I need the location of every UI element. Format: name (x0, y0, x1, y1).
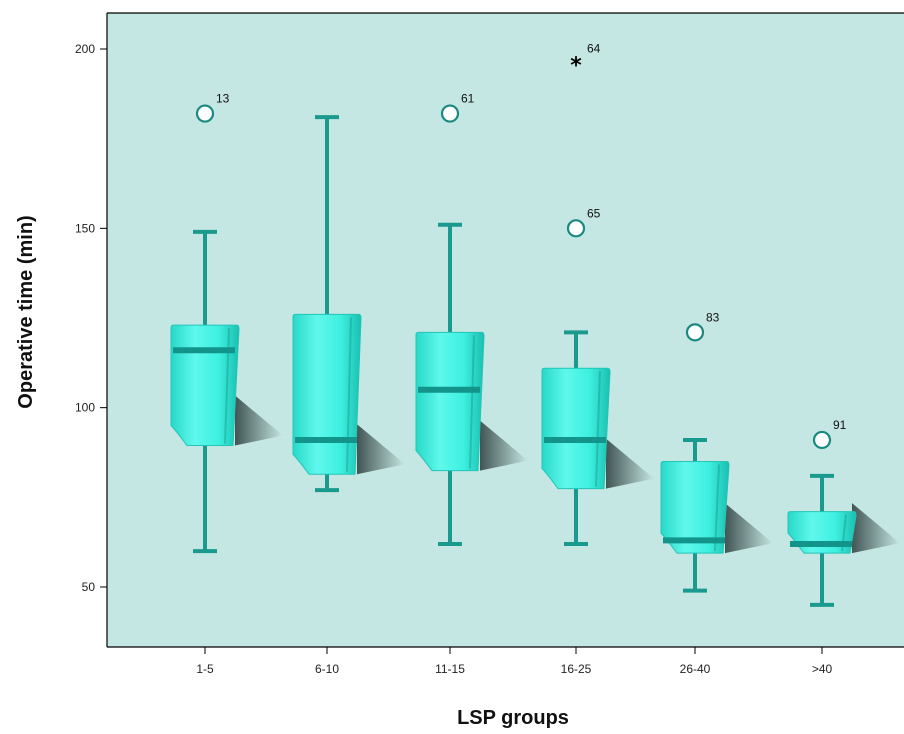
outlier-91: 91 (812, 418, 847, 450)
box->40 (787, 473, 900, 608)
plot-area (107, 13, 904, 647)
x-axis-ticks: 1-5 6-10 11-15 16-25 26-40 >40 (196, 647, 833, 676)
outlier-label: 65 (587, 206, 601, 220)
outlier-61: 61 (440, 92, 475, 123)
box-edge (595, 371, 601, 487)
box-edge (469, 335, 475, 469)
x-tick-label: 11-15 (435, 662, 465, 676)
box-body (170, 324, 240, 447)
x-tick-label: 6-10 (315, 662, 339, 676)
box-shadow (852, 503, 900, 554)
outlier-circle-marker (440, 104, 460, 123)
box-body (541, 367, 611, 490)
outlier-label: 64 (587, 41, 601, 55)
outlier-circle-marker (812, 430, 832, 450)
outlier-label: 91 (833, 418, 847, 432)
box-shadow (235, 395, 283, 446)
outlier-label: 13 (216, 92, 230, 106)
y-axis-title: Operative time (min) (15, 215, 37, 408)
box-shadow (480, 420, 528, 471)
outlier-label: 61 (461, 92, 475, 106)
box-shadow (357, 424, 405, 475)
y-axis-ticks: 50 100 150 200 (75, 42, 107, 594)
box-body (415, 331, 485, 472)
outlier-13: 13 (195, 92, 230, 123)
x-axis-title: LSP groups (457, 707, 569, 729)
box-body (292, 313, 362, 475)
box-shadow (725, 503, 773, 554)
x-tick-label: >40 (812, 662, 833, 676)
box-edge (714, 464, 720, 552)
outlier-circle-marker (685, 323, 705, 342)
outlier-65: 65 (566, 206, 601, 238)
y-tick-label: 50 (82, 580, 96, 594)
box-16-25 (541, 330, 654, 547)
box-26-40 (660, 437, 773, 594)
x-tick-label: 1-5 (196, 662, 214, 676)
outlier-circle-marker (195, 104, 215, 123)
box-edge (346, 317, 352, 473)
outlier-star-marker: * (570, 53, 582, 78)
outlier-83: 83 (685, 310, 720, 342)
outlier-series: 13 61 * 64 65 83 91 (195, 41, 847, 450)
box-1-5 (170, 229, 283, 555)
box-series (170, 115, 900, 608)
box-shadow (606, 438, 654, 489)
y-tick-label: 100 (75, 401, 95, 415)
x-tick-label: 16-25 (561, 662, 592, 676)
outlier-circle-marker (566, 219, 586, 238)
y-tick-label: 150 (75, 221, 95, 235)
x-tick-label: 26-40 (680, 662, 711, 676)
outlier-64: * 64 (570, 41, 600, 78)
outlier-label: 83 (706, 310, 720, 324)
box-6-10 (292, 115, 405, 494)
box-11-15 (415, 222, 528, 547)
y-tick-label: 200 (75, 42, 95, 56)
